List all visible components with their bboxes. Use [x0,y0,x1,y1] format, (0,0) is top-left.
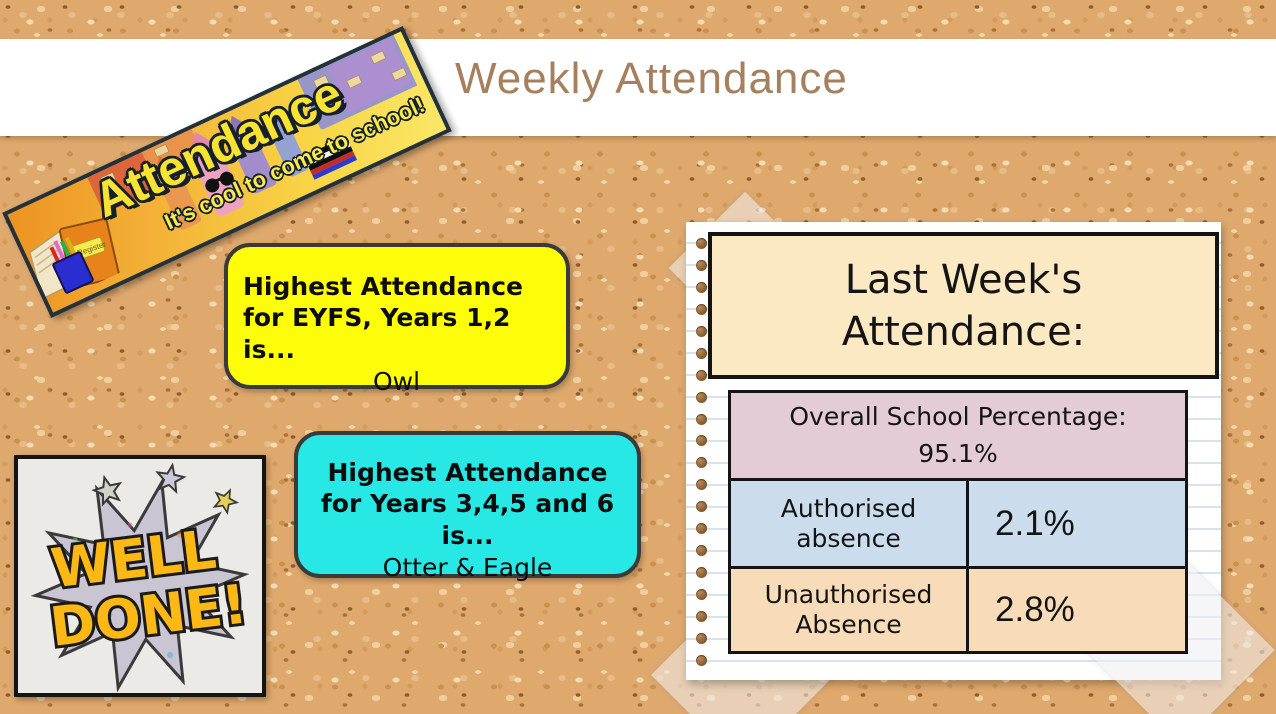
binder-hole [696,654,707,666]
binder-hole [696,325,707,337]
unauthorised-label: Unauthorised Absence [764,580,933,639]
pen-pot-icon [49,237,94,294]
sunglasses-icon [205,171,234,193]
binder-hole [696,303,707,315]
table-row-unauthorised: Unauthorised Absence 2.8% [731,566,1185,651]
last-week-heading-box: Last Week's Attendance: [708,232,1219,379]
binder-hole [696,610,707,622]
binder-hole [696,567,707,579]
last-week-heading: Last Week's Attendance: [841,256,1086,355]
card-ks2-highest-attendance: Highest Attendance for Years 3,4,5 and 6… [294,431,641,582]
table-row-authorised: Authorised absence 2.1% [731,478,1185,566]
binder-hole [696,545,707,557]
card-ks2-winner: Otter & Eagle [382,552,553,582]
sparkle-stars-icon [91,462,240,515]
table-row-overall: Overall School Percentage: 95.1% [731,393,1185,478]
binder-hole [696,589,707,600]
binder-hole [696,369,707,381]
binder-hole [696,457,707,469]
page-title: Weekly Attendance [455,54,848,103]
binder-hole [696,479,707,491]
binder-hole [696,413,707,425]
binder-hole [696,238,707,249]
authorised-value: 2.1% [966,481,1185,566]
card-eyfs-highest-attendance: Highest Attendance for EYFS, Years 1,2 i… [224,243,570,396]
unauthorised-value: 2.8% [966,569,1185,651]
binder-holes [696,238,708,666]
well-done-sticker: WELL DONE! [14,455,266,697]
overall-label: Overall School Percentage: [789,402,1127,432]
card-eyfs-winner: Owl [372,366,421,396]
binder-hole [696,501,707,513]
binder-hole [696,391,707,403]
authorised-label: Authorised absence [780,493,917,553]
binder-hole [696,259,707,271]
overall-value: 95.1% [918,438,998,468]
binder-hole [696,347,707,359]
card-eyfs-text: Highest Attendance for EYFS, Years 1,2 i… [243,272,524,364]
binder-hole [696,281,707,293]
starburst-icon: WELL DONE! [30,462,253,693]
binder-hole [696,435,707,447]
binder-hole [696,632,707,644]
card-ks2-text: Highest Attendance for Years 3,4,5 and 6… [320,458,615,550]
binder-hole [696,523,707,535]
attendance-table: Overall School Percentage: 95.1% Authori… [728,390,1188,654]
